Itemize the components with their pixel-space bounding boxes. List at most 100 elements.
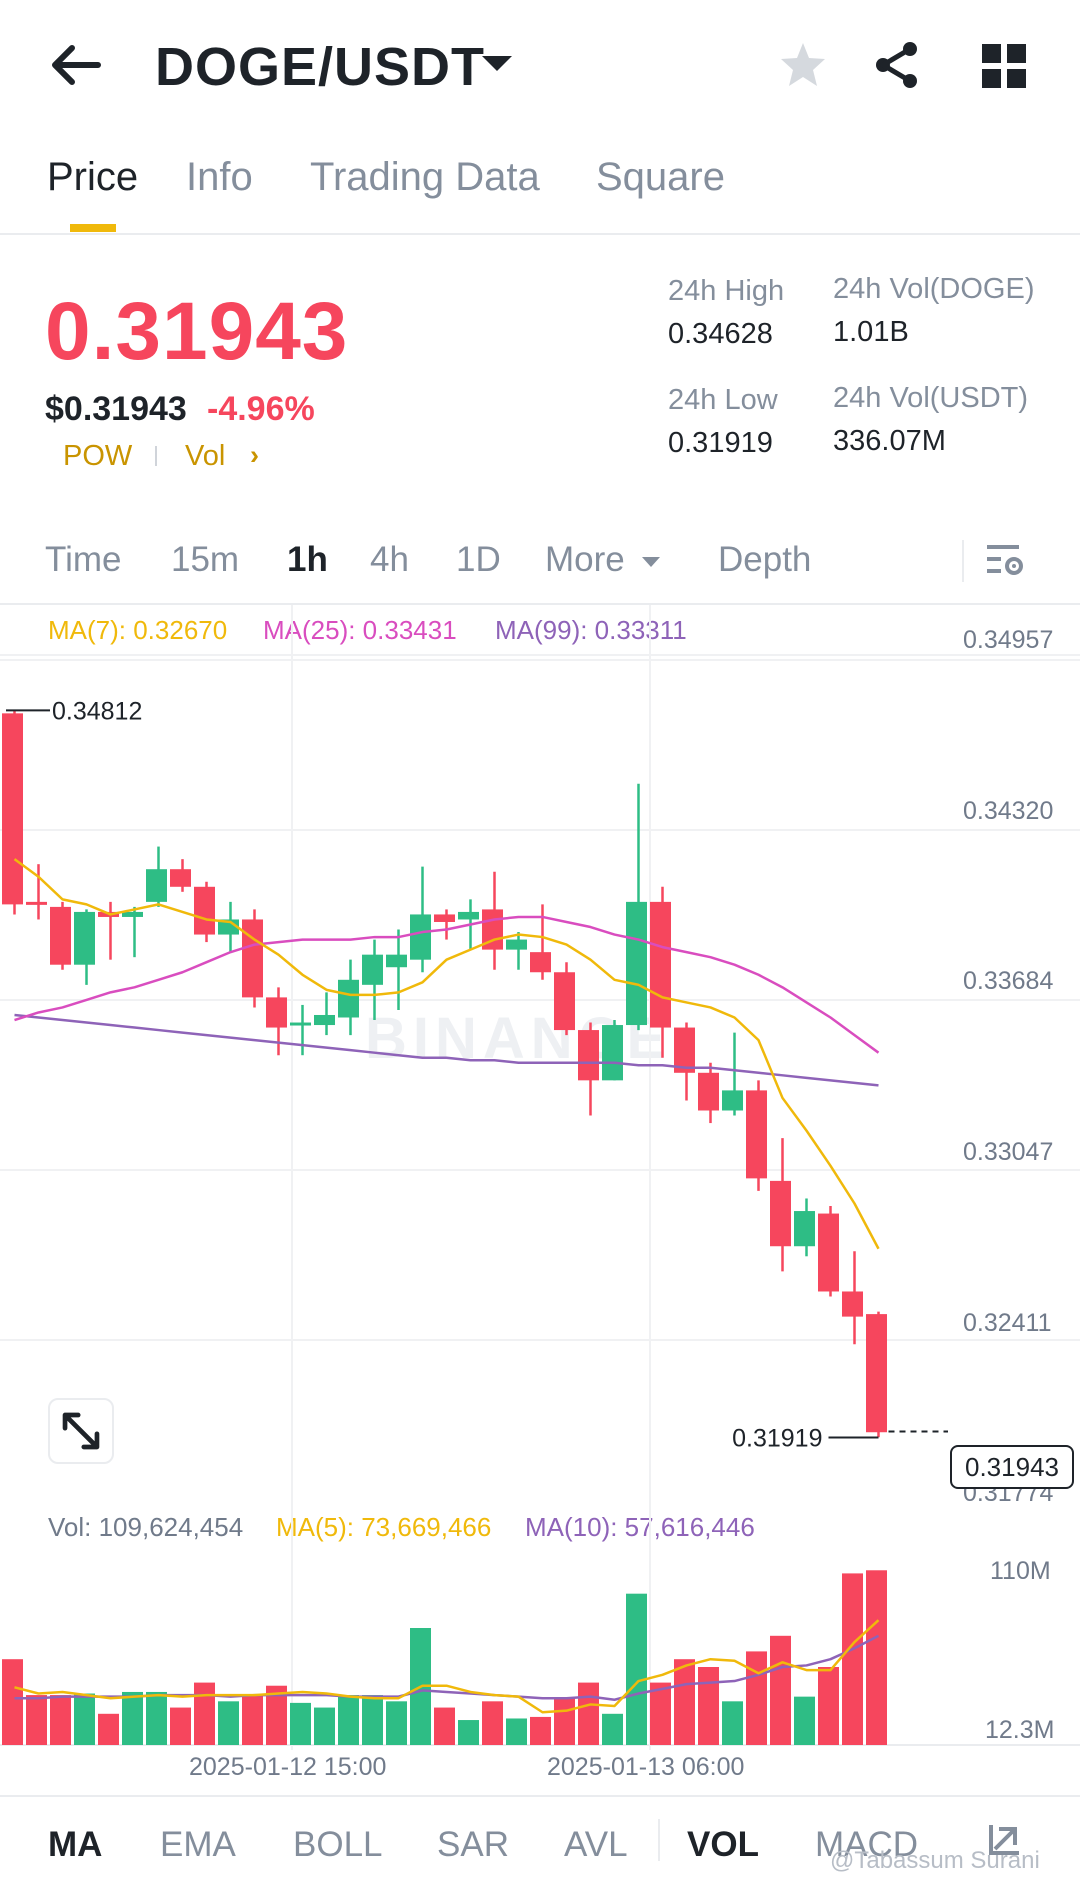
chart-settings-icon[interactable] (985, 541, 1025, 581)
chevron-right-icon[interactable]: › (250, 440, 259, 470)
interval-time[interactable]: Time (45, 540, 122, 579)
volume-bar (818, 1667, 839, 1745)
interval-4h[interactable]: 4h (370, 540, 409, 579)
indicator-divider (658, 1819, 660, 1861)
pair-title[interactable]: DOGE/USDT (155, 37, 486, 97)
indicator-ema[interactable]: EMA (160, 1825, 236, 1864)
tag-pow[interactable]: POW (63, 440, 133, 472)
volume-bar (746, 1651, 767, 1745)
tab-bar: Price Info Trading Data Square (0, 145, 1080, 235)
volume-bar (218, 1701, 239, 1745)
candle-body (794, 1211, 815, 1247)
indicator-boll[interactable]: BOLL (293, 1825, 383, 1864)
candle-body (290, 1022, 311, 1026)
interval-more[interactable]: More (545, 540, 625, 579)
candle-body (866, 1314, 887, 1433)
expand-chart-icon[interactable] (48, 1398, 114, 1464)
price-axis-label: 0.33047 (963, 1138, 1054, 1166)
volume-bar (50, 1695, 71, 1745)
interval-depth[interactable]: Depth (718, 540, 812, 579)
header-bar: DOGE/USDT (0, 0, 1080, 130)
legend-vol-ma5: MA(5): 73,669,466 (276, 1512, 492, 1542)
candle-body (362, 954, 383, 985)
share-icon[interactable] (872, 40, 922, 90)
price-axis-label: 0.33684 (963, 967, 1054, 995)
candle-body (314, 1014, 335, 1026)
caret-down-icon[interactable] (482, 56, 512, 71)
candle-body (698, 1072, 719, 1111)
tag-divider (155, 446, 157, 466)
candle-body (746, 1090, 767, 1179)
volume-ma5-line (14, 1619, 880, 1714)
volume-bar (866, 1570, 887, 1745)
candle-body (458, 911, 479, 920)
candle-body (650, 901, 671, 1028)
candle-body (626, 901, 647, 1026)
indicator-sar[interactable]: SAR (437, 1825, 509, 1864)
candle-body (74, 911, 95, 965)
interval-bar: Time 15m 1h 4h 1D More Depth (0, 525, 1080, 605)
volume-bar (194, 1682, 215, 1745)
interval-1d[interactable]: 1D (456, 540, 501, 579)
interval-divider (962, 540, 964, 582)
volume-bar (290, 1702, 311, 1745)
stat-24h-vol-base-value: 1.01B (833, 316, 909, 348)
volume-bar (98, 1713, 119, 1745)
volume-bar (794, 1696, 815, 1745)
volume-bar (2, 1659, 23, 1745)
volume-bar (242, 1695, 263, 1745)
indicator-avl[interactable]: AVL (564, 1825, 628, 1864)
active-tab-indicator (70, 224, 116, 232)
volume-axis-label: 12.3M (985, 1716, 1055, 1744)
grid-icon[interactable] (982, 44, 1026, 88)
candle-body (170, 869, 191, 887)
interval-1h[interactable]: 1h (287, 540, 328, 579)
volume-chart[interactable] (0, 1505, 1080, 1750)
volume-bar (26, 1695, 47, 1745)
indicator-vol[interactable]: VOL (687, 1825, 759, 1864)
candle-body (674, 1027, 695, 1073)
volume-axis-label: 110M (990, 1557, 1051, 1585)
indicator-bar: MA EMA BOLL SAR AVL VOL MACD (0, 1795, 1080, 1887)
volume-bar (530, 1716, 551, 1745)
tab-info[interactable]: Info (186, 155, 253, 199)
volume-bar (314, 1707, 335, 1745)
candle-body (554, 972, 575, 1031)
high-marker-label: 0.34812 (52, 697, 142, 725)
interval-15m[interactable]: 15m (171, 540, 240, 579)
candle-body (434, 914, 455, 922)
price-chart[interactable]: 0.34812 0.31919 (0, 605, 1080, 1505)
volume-bar (386, 1701, 407, 1745)
low-marker-label: 0.31919 (732, 1425, 822, 1453)
ma7-line (13, 858, 880, 1250)
candle-body (818, 1213, 839, 1292)
stat-24h-high-value: 0.34628 (668, 318, 773, 350)
volume-bar (602, 1713, 623, 1745)
candle-body (242, 919, 263, 998)
indicator-macd[interactable]: MACD (815, 1825, 919, 1864)
volume-bar (338, 1695, 359, 1745)
price-axis-label: 0.32411 (963, 1309, 1052, 1337)
candle-body (842, 1291, 863, 1317)
ma99-line (14, 1013, 879, 1087)
tab-trading-data[interactable]: Trading Data (310, 155, 540, 199)
collapse-icon[interactable] (985, 1819, 1025, 1859)
volume-bar (434, 1707, 455, 1745)
volume-bar (650, 1682, 671, 1745)
tag-vol[interactable]: Vol (185, 440, 226, 472)
tab-square[interactable]: Square (596, 155, 725, 199)
volume-bar (506, 1718, 527, 1745)
star-icon[interactable] (778, 40, 828, 90)
candle-body (578, 1030, 599, 1081)
current-price-label: 0.31943 (950, 1445, 1074, 1489)
volume-bar (578, 1682, 599, 1745)
back-arrow-icon[interactable] (48, 40, 102, 90)
caret-down-icon[interactable] (642, 557, 660, 567)
indicator-ma[interactable]: MA (48, 1825, 103, 1864)
candle-body (506, 939, 527, 950)
tab-price[interactable]: Price (47, 155, 139, 199)
volume-bar (674, 1659, 695, 1745)
price-change-percent: -4.96% (207, 390, 315, 428)
candle-body (146, 869, 167, 902)
candle-body (770, 1180, 791, 1247)
